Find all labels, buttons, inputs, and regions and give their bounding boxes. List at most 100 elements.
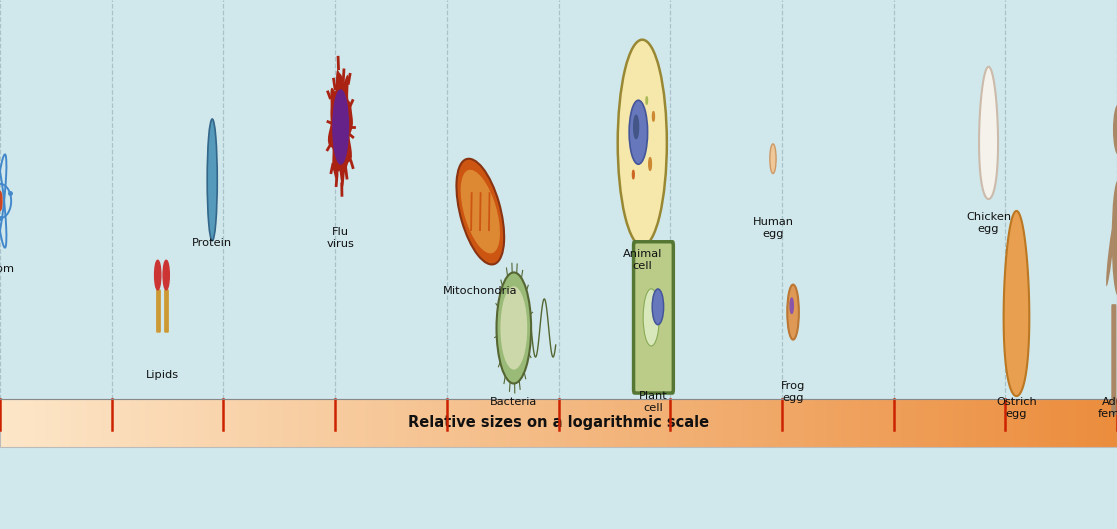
Bar	[309, 399, 313, 447]
Bar	[1002, 399, 1005, 447]
Bar	[302, 399, 305, 447]
Bar	[779, 399, 782, 447]
Bar	[662, 399, 667, 447]
Bar	[231, 399, 235, 447]
Bar	[41, 399, 45, 447]
Bar	[137, 399, 142, 447]
Bar	[104, 399, 108, 447]
Bar	[685, 399, 689, 447]
Bar	[863, 399, 868, 447]
Bar	[968, 399, 972, 447]
Bar	[667, 399, 670, 447]
Circle shape	[633, 115, 639, 139]
Bar	[823, 399, 827, 447]
Bar	[1053, 399, 1058, 447]
Bar	[491, 399, 495, 447]
Ellipse shape	[457, 159, 504, 264]
Bar	[577, 399, 581, 447]
Text: Relative sizes on a logarithmic scale: Relative sizes on a logarithmic scale	[408, 415, 709, 430]
Bar	[15, 399, 19, 447]
Bar	[469, 399, 472, 447]
Bar	[964, 399, 968, 447]
Bar	[402, 399, 405, 447]
Bar	[595, 399, 600, 447]
Bar	[190, 399, 193, 447]
Bar	[450, 399, 455, 447]
Bar	[566, 399, 570, 447]
Bar	[935, 399, 938, 447]
Bar	[443, 399, 447, 447]
Bar	[573, 399, 577, 447]
Bar	[424, 399, 428, 447]
Text: Ostrich
egg: Ostrich egg	[996, 397, 1037, 419]
Bar	[894, 399, 897, 447]
Ellipse shape	[1106, 222, 1115, 286]
Bar	[723, 399, 726, 447]
Bar	[997, 399, 1002, 447]
Bar	[1091, 399, 1095, 447]
Bar	[737, 399, 741, 447]
Bar	[357, 399, 361, 447]
Bar	[168, 399, 171, 447]
Bar	[1020, 399, 1024, 447]
Bar	[741, 399, 745, 447]
Bar	[953, 399, 957, 447]
Bar	[142, 399, 145, 447]
Bar	[745, 399, 748, 447]
Bar	[930, 399, 935, 447]
Bar	[648, 399, 651, 447]
Bar	[924, 399, 927, 447]
Circle shape	[163, 260, 170, 290]
Bar	[182, 399, 187, 447]
Bar	[674, 399, 678, 447]
Text: Atom: Atom	[0, 264, 15, 275]
Bar	[123, 399, 126, 447]
Bar	[19, 399, 22, 447]
Bar	[875, 399, 879, 447]
Bar	[782, 399, 785, 447]
Bar	[681, 399, 685, 447]
Bar	[547, 399, 551, 447]
Bar	[324, 399, 327, 447]
Bar	[305, 399, 309, 447]
Circle shape	[333, 90, 349, 164]
Bar	[562, 399, 566, 447]
Bar	[871, 399, 875, 447]
Bar	[1031, 399, 1035, 447]
Bar	[592, 399, 595, 447]
Bar	[510, 399, 514, 447]
Bar	[254, 399, 257, 447]
Bar	[480, 399, 484, 447]
Bar	[223, 399, 227, 447]
Bar	[525, 399, 528, 447]
Bar	[216, 399, 220, 447]
FancyBboxPatch shape	[633, 242, 674, 393]
Bar	[405, 399, 410, 447]
Bar	[626, 399, 629, 447]
Bar	[622, 399, 626, 447]
Bar	[607, 399, 611, 447]
Bar	[164, 399, 168, 447]
Bar	[432, 399, 436, 447]
Polygon shape	[328, 70, 353, 188]
Bar	[1098, 399, 1102, 447]
Bar	[171, 399, 175, 447]
Bar	[700, 399, 704, 447]
Bar	[472, 399, 477, 447]
Text: Lipids: Lipids	[145, 370, 179, 380]
Bar	[726, 399, 729, 447]
Bar	[134, 399, 137, 447]
Bar	[175, 399, 179, 447]
Bar	[383, 399, 388, 447]
Bar	[544, 399, 547, 447]
Bar	[149, 399, 153, 447]
Bar	[260, 399, 265, 447]
Bar	[346, 399, 350, 447]
Bar	[540, 399, 544, 447]
Bar	[279, 399, 283, 447]
Bar	[1016, 399, 1020, 447]
Bar	[108, 399, 112, 447]
Bar	[1102, 399, 1106, 447]
Bar	[693, 399, 696, 447]
Circle shape	[646, 97, 648, 104]
